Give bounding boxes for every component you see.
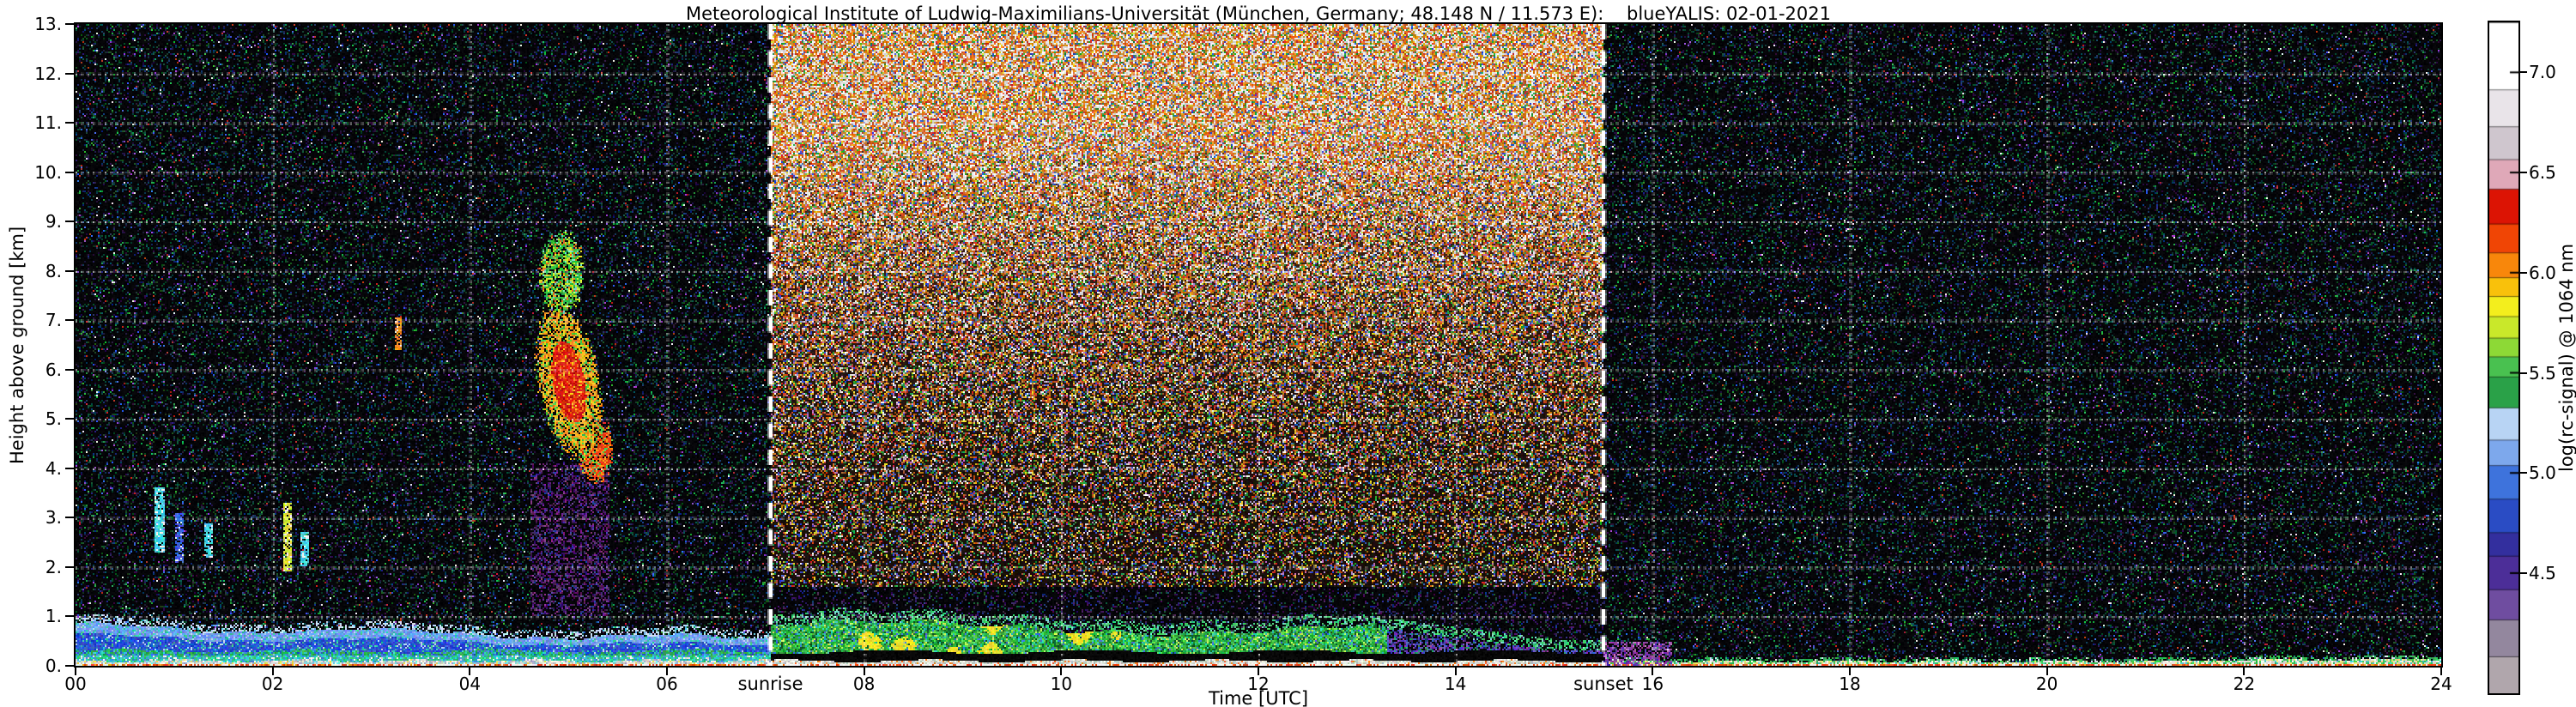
colorbar-tick-label: 6.5: [2529, 162, 2556, 184]
figure-title: Meteorological Institute of Ludwig-Maxim…: [685, 3, 1831, 24]
colorbar-tick-label: 5.5: [2529, 362, 2556, 384]
x-tick-mark: [1652, 668, 1654, 675]
x-tick-mark: [271, 668, 274, 675]
colorbar-tick-mark: [2520, 71, 2527, 74]
y-tick-label: 4.: [45, 457, 62, 479]
plot-area: [74, 22, 2443, 668]
y-tick-label: 13.: [34, 14, 62, 34]
y-tick-mark: [65, 221, 74, 223]
y-tick-label: 3.: [45, 507, 62, 529]
x-tick-mark: [1060, 668, 1063, 675]
y-tick-mark: [65, 122, 74, 124]
x-tick-mark: [666, 668, 668, 675]
x-tick-mark: [2046, 668, 2048, 675]
x-tick-label: 14: [1444, 674, 1467, 694]
y-tick-mark: [65, 467, 74, 469]
sunrise-label: sunrise: [737, 674, 803, 694]
colorbar-tick-mark: [2520, 571, 2527, 574]
x-tick-mark: [863, 668, 865, 675]
y-tick-label: 6.: [45, 359, 62, 380]
x-tick-mark: [75, 668, 76, 675]
x-tick-label: 20: [2035, 674, 2058, 694]
y-tick-mark: [65, 615, 74, 618]
x-tick-label: 00: [64, 674, 87, 694]
colorbar-canvas: [2489, 22, 2518, 693]
x-tick-mark: [1454, 668, 1457, 675]
colorbar-tick-label: 7.0: [2529, 62, 2556, 83]
x-tick-label: 22: [2233, 674, 2256, 694]
x-tick-label: 08: [852, 674, 876, 694]
x-tick-mark: [2440, 668, 2442, 675]
y-tick-mark: [65, 23, 74, 25]
colorbar: [2488, 21, 2520, 695]
x-tick-label: 12: [1247, 674, 1270, 694]
y-tick-label: 9.: [45, 211, 62, 233]
y-tick-mark: [65, 171, 74, 173]
y-tick-label: 2.: [45, 556, 62, 577]
y-tick-mark: [65, 517, 74, 519]
y-tick-label: 8.: [45, 260, 62, 281]
x-tick-mark: [469, 668, 471, 675]
colorbar-tick-mark: [2520, 172, 2527, 174]
y-tick-label: 7.: [45, 310, 62, 331]
colorbar-tick-mark: [2520, 372, 2527, 374]
x-tick-mark: [1849, 668, 1851, 675]
x-tick-label: 10: [1050, 674, 1073, 694]
y-tick-mark: [65, 72, 74, 75]
colorbar-tick-label: 6.0: [2529, 262, 2556, 283]
y-tick-label: 12.: [34, 63, 62, 84]
x-axis-label: Time [UTC]: [1208, 688, 1309, 707]
y-tick-mark: [65, 368, 74, 371]
x-tick-label: 24: [2430, 674, 2452, 694]
y-tick-label: 11.: [34, 112, 62, 134]
x-tick-mark: [2243, 668, 2246, 675]
x-tick-label: 02: [261, 674, 284, 694]
y-tick-label: 0.: [45, 656, 62, 676]
y-tick-label: 5.: [45, 408, 62, 430]
y-tick-mark: [65, 565, 74, 568]
colorbar-label: log(rc-signal) @ 1064 nm: [2556, 243, 2576, 473]
y-tick-label: 10.: [34, 161, 62, 183]
x-tick-label: 04: [458, 674, 482, 694]
sunset-label: sunset: [1573, 674, 1633, 694]
colorbar-tick-label: 5.0: [2529, 462, 2556, 484]
x-tick-label: 16: [1641, 674, 1664, 694]
y-tick-mark: [65, 269, 74, 272]
colorbar-tick-mark: [2520, 472, 2527, 474]
x-tick-label: 18: [1839, 674, 1861, 694]
x-tick-mark: [1258, 668, 1259, 675]
colorbar-tick-label: 4.5: [2529, 562, 2556, 583]
y-tick-label: 1.: [45, 606, 62, 627]
colorbar-tick-mark: [2520, 271, 2527, 274]
y-tick-mark: [65, 319, 74, 322]
y-tick-mark: [65, 418, 74, 420]
lidar-heatmap-canvas: [76, 24, 2441, 666]
y-tick-mark: [65, 665, 74, 667]
x-tick-label: 06: [656, 674, 678, 694]
